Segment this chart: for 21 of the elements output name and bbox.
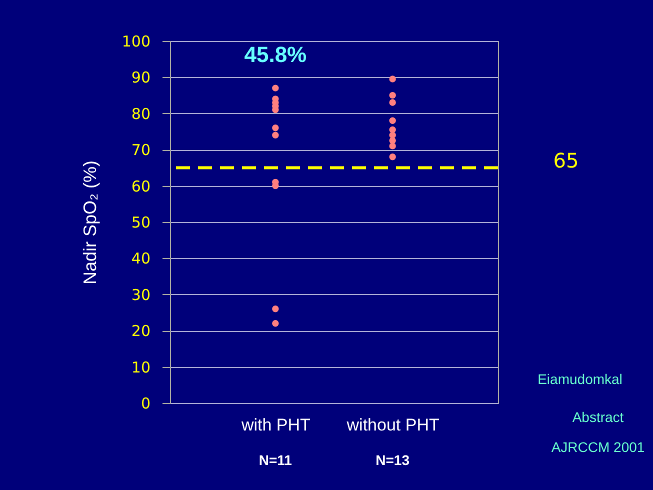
y-axis-title: Nadir SpO₂ (%) (80, 160, 100, 285)
y-tick-label: 80 (131, 104, 150, 123)
ref-line-label: 65 (553, 148, 579, 173)
text: AJRCCM 2001 (551, 439, 645, 455)
y-tick-label: 20 (131, 322, 150, 340)
text: Eiamudomkal (538, 371, 622, 387)
x-tick-label: without PHT (346, 416, 440, 434)
text: N=11 (258, 452, 292, 468)
y-tick-label: 70 (131, 141, 150, 160)
y-tick-label: 50 (131, 214, 150, 232)
y-tick-label: 0 (140, 394, 150, 412)
y-tick-label: 90 (131, 68, 150, 87)
x-tick-label: with PHT (240, 416, 310, 434)
y-tick-label: 60 (131, 177, 150, 196)
y-tick-label: 40 (131, 250, 150, 268)
text: N=13 (376, 452, 410, 468)
y-tick-label: 10 (131, 358, 150, 376)
text: Abstract (572, 409, 624, 425)
y-tick-label: 30 (131, 286, 150, 304)
annotation: 45.8% (244, 42, 307, 67)
y-tick-label: 100 (122, 32, 150, 50)
